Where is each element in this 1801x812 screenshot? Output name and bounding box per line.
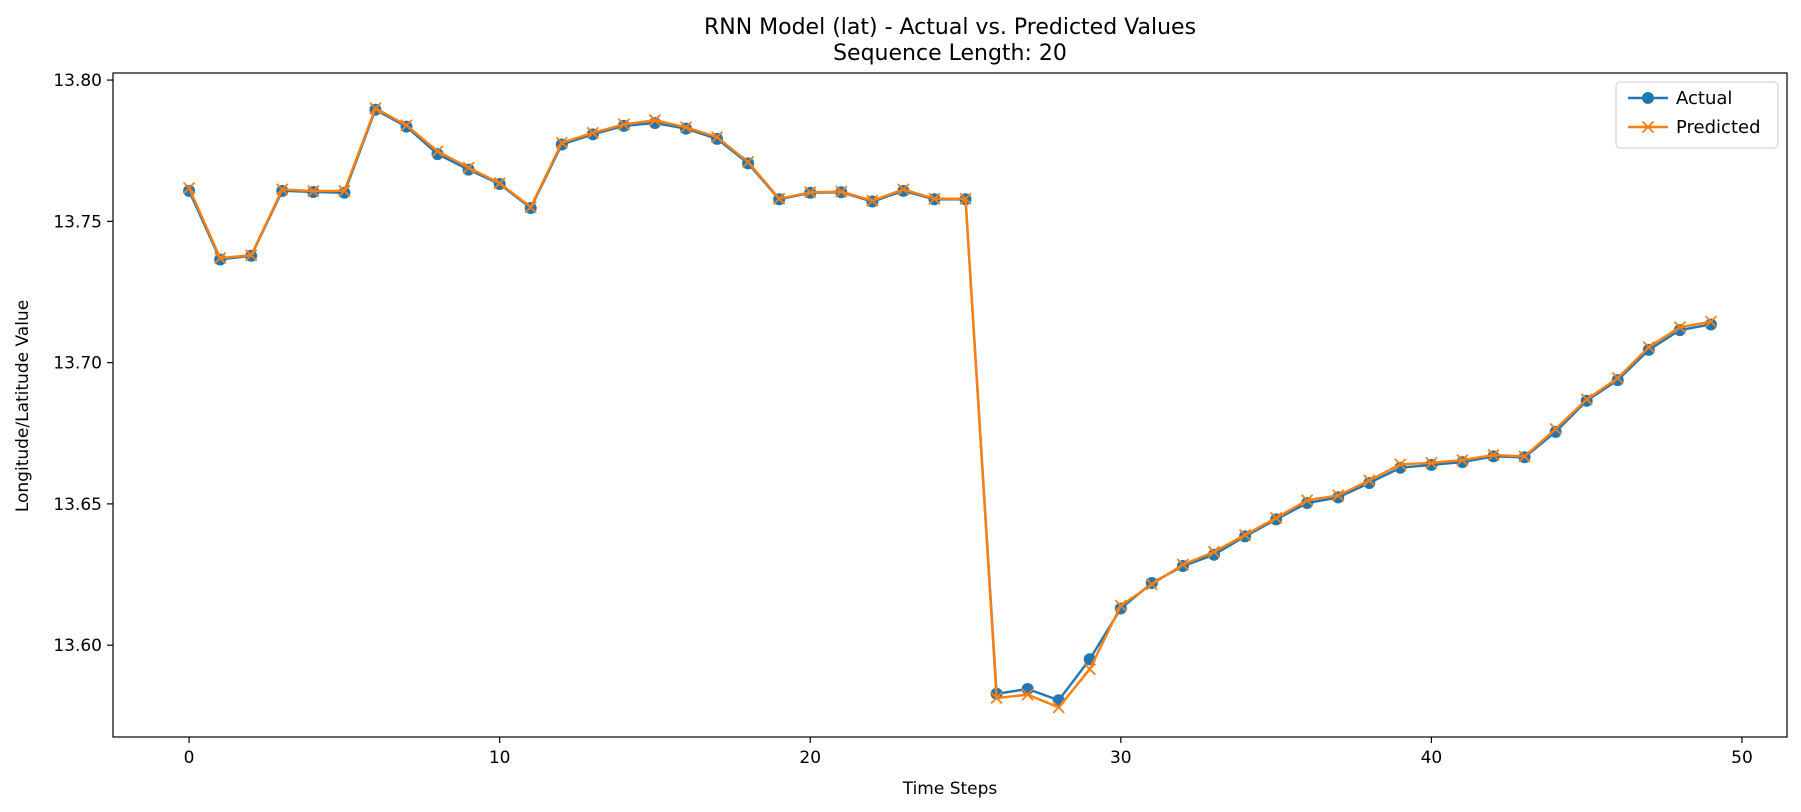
data-point-actual (1456, 456, 1469, 469)
x-tick-label: 0 (184, 748, 195, 768)
data-point-predicted (1673, 321, 1686, 334)
data-point-predicted (1301, 494, 1314, 507)
x-tick-label: 50 (1731, 748, 1753, 768)
data-point-predicted (214, 251, 227, 265)
data-point-predicted (586, 126, 599, 140)
y-tick-label: 13.70 (53, 354, 102, 374)
y-axis: 13.60 13.65 13.70 13.75 13.80 (53, 71, 113, 656)
data-point-predicted (431, 145, 444, 158)
data-point-predicted (773, 192, 786, 205)
data-point-predicted (524, 201, 537, 214)
data-point-predicted (1642, 340, 1655, 354)
series-actual (183, 103, 1717, 707)
data-point-actual (1425, 458, 1438, 471)
data-point-actual (897, 184, 910, 197)
legend-marker-actual (1642, 92, 1654, 104)
data-point-predicted (866, 194, 879, 207)
data-point-predicted (276, 183, 289, 196)
y-axis-title: Longitude/Latitude Value (13, 300, 33, 512)
data-point-actual (1487, 450, 1500, 463)
data-point-predicted (617, 118, 631, 131)
y-tick-label: 13.75 (53, 212, 102, 232)
y-tick-label: 13.65 (53, 495, 102, 515)
data-point-predicted (1021, 688, 1034, 701)
plot-frame (112, 72, 1788, 738)
data-point-predicted (1456, 453, 1469, 467)
data-point-actual (648, 117, 661, 130)
x-axis: 0 10 20 30 40 50 (184, 737, 1753, 768)
data-point-predicted (710, 131, 724, 144)
data-point-predicted (959, 192, 972, 205)
data-point-predicted (1425, 456, 1438, 470)
data-point-predicted (307, 184, 320, 198)
y-tick-label: 13.80 (53, 71, 102, 91)
data-point-predicted (804, 186, 817, 199)
data-point-predicted (1580, 393, 1593, 406)
data-point-predicted (555, 136, 568, 149)
y-tick-label: 13.60 (53, 636, 102, 656)
x-tick-label: 10 (489, 748, 511, 768)
data-point-predicted (245, 249, 258, 262)
data-point-predicted (928, 192, 941, 205)
data-point-predicted (897, 183, 910, 196)
data-point-predicted (493, 177, 506, 190)
data-point-actual (1704, 318, 1717, 331)
x-tick-label: 40 (1421, 748, 1443, 768)
data-point-predicted (182, 181, 196, 195)
data-point-predicted (400, 119, 413, 132)
data-point-predicted (1394, 458, 1407, 471)
data-point-predicted (990, 691, 1003, 705)
data-point-predicted (1052, 701, 1065, 714)
data-point-predicted (1549, 422, 1562, 436)
data-point-actual (431, 148, 444, 161)
data-point-predicted (369, 102, 382, 115)
data-point-predicted (338, 184, 351, 197)
data-point-actual (214, 253, 227, 266)
data-point-predicted (1083, 663, 1096, 676)
chart-subtitle: Sequence Length: 20 (833, 41, 1067, 66)
x-tick-label: 20 (799, 748, 821, 768)
data-point-predicted (1207, 545, 1221, 559)
series-predicted (182, 102, 1718, 714)
data-point-predicted (679, 121, 693, 134)
data-point-actual (1611, 374, 1624, 387)
legend-marker-predicted (1641, 120, 1655, 134)
legend-label-predicted: Predicted (1676, 117, 1761, 138)
data-point-actual (1642, 343, 1655, 356)
data-point-predicted (462, 161, 475, 174)
data-point-predicted (1176, 558, 1190, 571)
legend-label-actual: Actual (1676, 88, 1732, 109)
legend: Actual Predicted (1615, 81, 1779, 149)
x-axis-title: Time Steps (902, 779, 998, 799)
data-point-predicted (1363, 474, 1376, 487)
data-point-actual (1549, 425, 1562, 438)
data-point-predicted (1145, 578, 1159, 591)
data-point-predicted (1238, 528, 1252, 542)
chart-title: RNN Model (lat) - Actual vs. Predicted V… (704, 15, 1196, 40)
data-point-predicted (835, 185, 848, 198)
x-tick-label: 30 (1110, 748, 1132, 768)
data-point-predicted (1704, 315, 1718, 328)
data-point-predicted (1114, 599, 1127, 612)
plot-area (112, 72, 1788, 738)
data-point-predicted (1518, 450, 1531, 463)
series-line-predicted (187, 107, 1712, 709)
data-point-actual (1207, 548, 1220, 561)
data-point-predicted (741, 155, 755, 169)
data-point-actual (1021, 682, 1034, 695)
data-point-predicted (1611, 372, 1624, 385)
data-point-predicted (1487, 448, 1500, 462)
data-point-predicted (1332, 489, 1345, 502)
data-point-predicted (1269, 511, 1283, 525)
data-point-predicted (648, 114, 662, 127)
